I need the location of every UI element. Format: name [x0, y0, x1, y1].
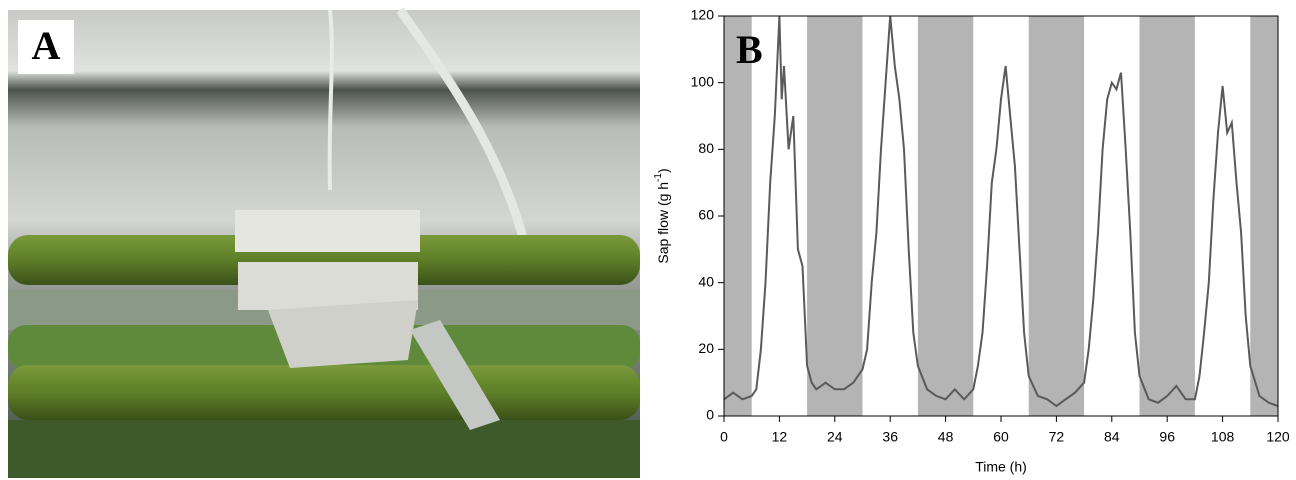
- x-axis-label: Time (h): [975, 459, 1027, 475]
- clip: [410, 320, 500, 430]
- night-band: [807, 16, 863, 416]
- night-band: [724, 16, 752, 416]
- y-tick-label: 40: [698, 273, 714, 289]
- x-tick-label: 84: [1104, 429, 1120, 445]
- y-tick-label: 20: [698, 340, 714, 356]
- wire: [327, 9, 334, 191]
- photo: A: [8, 7, 640, 478]
- y-axis-label-part: Sap flow (g h: [655, 182, 671, 264]
- branch: [8, 235, 640, 285]
- x-tick-label: 36: [882, 429, 898, 445]
- y-axis-label: Sap flow (g h-1): [653, 168, 671, 263]
- y-tick-label: 100: [691, 73, 715, 89]
- sap-flow-line: [723, 15, 1279, 408]
- x-tick-label: 0: [720, 429, 728, 445]
- label-box: [18, 20, 74, 74]
- night-band: [1139, 16, 1195, 416]
- sensor-tape: [235, 210, 420, 252]
- night-band: [1028, 16, 1085, 416]
- y-tick-label: 120: [691, 7, 715, 23]
- x-tick-label: 60: [993, 429, 1009, 445]
- y-tick-label: 0: [706, 407, 714, 423]
- night-band: [917, 16, 974, 416]
- y-axis-label-part: ): [655, 168, 671, 173]
- x-tick-label: 120: [1266, 429, 1290, 445]
- panel-label: A: [32, 23, 61, 68]
- x-tick-label: 96: [1159, 429, 1175, 445]
- x-tick-label: 12: [772, 429, 788, 445]
- chart: 0 20 40 60 80 100 120 0 12 24 36 48 60 72 84 96 108 120 Ti…: [653, 7, 1290, 475]
- x-tick-label: 48: [938, 429, 954, 445]
- panel-label: B: [736, 27, 763, 72]
- y-axis-label-part: -1: [653, 173, 664, 182]
- cable: [396, 7, 530, 247]
- x-tick-label: 108: [1211, 429, 1235, 445]
- night-band: [1250, 16, 1278, 416]
- x-tick-label: 24: [827, 429, 843, 445]
- branch: [8, 420, 640, 478]
- foil: [268, 300, 418, 368]
- y-tick-label: 80: [698, 140, 714, 156]
- branch: [8, 365, 640, 420]
- x-tick-label: 72: [1049, 429, 1065, 445]
- y-tick-label: 60: [698, 207, 714, 223]
